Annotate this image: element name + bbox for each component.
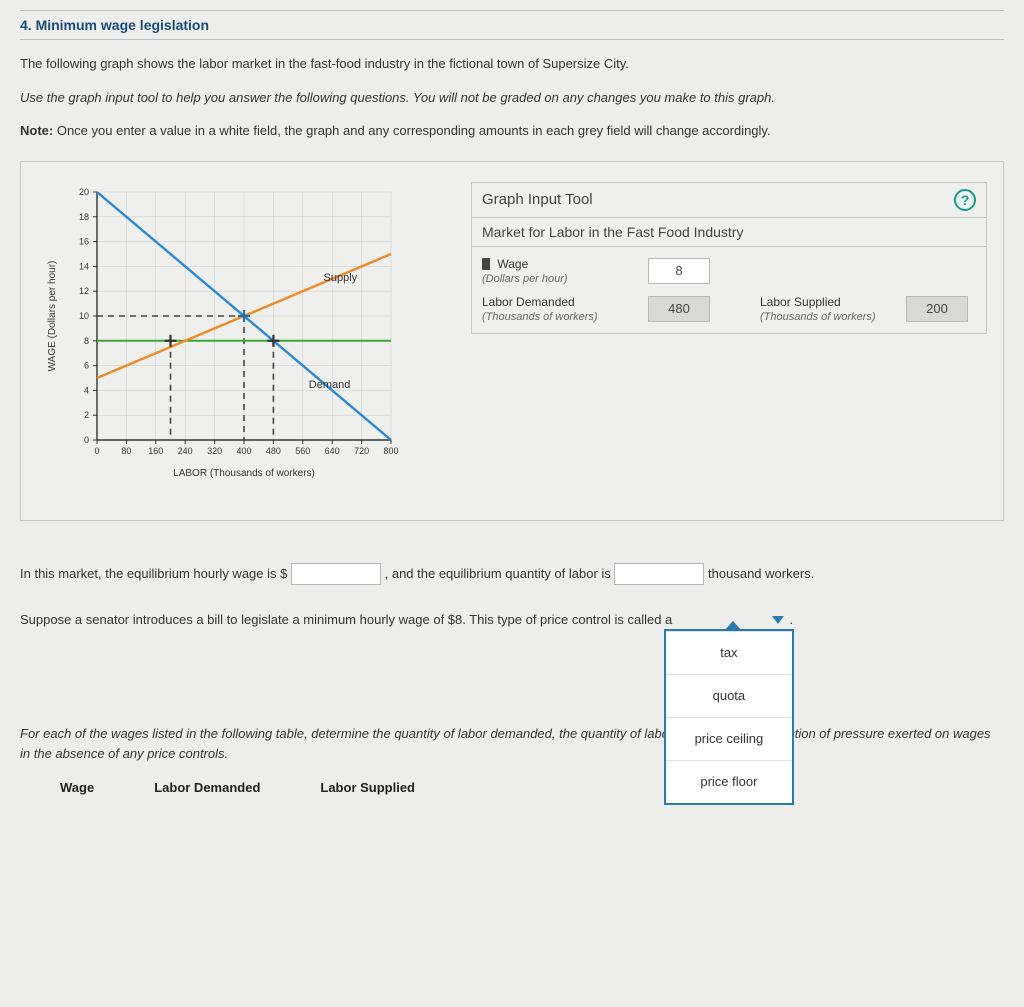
svg-text:20: 20 <box>79 187 89 197</box>
svg-text:10: 10 <box>79 311 89 321</box>
tool-area: 0 80 160 240 320 400 480 560 640 720 800 0 2 4 6 8 10 12 1… <box>20 161 1004 521</box>
q3-a: For each of the wages listed in the foll… <box>20 726 669 741</box>
supplied-label-main: Labor Supplied <box>760 295 841 309</box>
svg-text:720: 720 <box>354 446 369 456</box>
note-text: Note: Once you enter a value in a white … <box>20 121 1004 141</box>
svg-text:0: 0 <box>84 435 89 445</box>
input-tool-subheader: Market for Labor in the Fast Food Indust… <box>472 217 986 247</box>
svg-text:160: 160 <box>148 446 163 456</box>
svg-text:WAGE (Dollars per hour): WAGE (Dollars per hour) <box>47 260 58 371</box>
q2-sentence: Suppose a senator introduces a bill to l… <box>20 607 1004 634</box>
col-supplied: Labor Supplied <box>320 775 415 801</box>
q1-b: , and the equilibrium quantity of labor … <box>385 566 615 581</box>
svg-text:400: 400 <box>236 446 251 456</box>
input-column: Graph Input Tool ? Market for Labor in t… <box>471 182 987 500</box>
note-rest: Once you enter a value in a white field,… <box>53 123 770 138</box>
instruction-text: Use the graph input tool to help you ans… <box>20 88 1004 108</box>
svg-text:12: 12 <box>79 286 89 296</box>
dropdown-arrow-icon <box>724 621 742 631</box>
dropdown-option-price-ceiling[interactable]: price ceiling <box>666 717 792 760</box>
wage-swatch-icon <box>482 258 490 270</box>
graph-input-tool: Graph Input Tool ? Market for Labor in t… <box>471 182 987 334</box>
wage-input[interactable]: 8 <box>648 258 710 284</box>
q1-c: thousand workers. <box>708 566 814 581</box>
wage-label-sub: (Dollars per hour) <box>482 273 568 285</box>
input-tool-body: Wage (Dollars per hour) 8 Labor Demanded… <box>472 247 986 333</box>
demanded-label: Labor Demanded (Thousands of workers) <box>482 295 642 323</box>
chart-column: 0 80 160 240 320 400 480 560 640 720 800 0 2 4 6 8 10 12 1… <box>41 182 441 500</box>
q2-period: . <box>790 612 794 627</box>
supplied-label-sub: (Thousands of workers) <box>760 311 876 323</box>
svg-text:480: 480 <box>266 446 281 456</box>
demanded-output: 480 <box>648 296 710 322</box>
eq-qty-input[interactable] <box>614 563 704 585</box>
demanded-label-sub: (Thousands of workers) <box>482 311 598 323</box>
dropdown-menu: tax quota price ceiling price floor <box>664 629 794 805</box>
svg-text:18: 18 <box>79 211 89 221</box>
svg-text:8: 8 <box>84 335 89 345</box>
intro-text: The following graph shows the labor mark… <box>20 54 1004 74</box>
svg-text:800: 800 <box>383 446 398 456</box>
svg-text:0: 0 <box>94 446 99 456</box>
labor-market-chart[interactable]: 0 80 160 240 320 400 480 560 640 720 800 0 2 4 6 8 10 12 1… <box>41 182 401 482</box>
q2-text: Suppose a senator introduces a bill to l… <box>20 612 676 627</box>
dropdown-option-quota[interactable]: quota <box>666 674 792 717</box>
question-area: In this market, the equilibrium hourly w… <box>20 561 1004 802</box>
svg-text:560: 560 <box>295 446 310 456</box>
page-root: 4. Minimum wage legislation The followin… <box>0 0 1024 801</box>
table-header-row: Wage Labor Demanded Labor Supplied <box>20 775 1004 801</box>
help-icon[interactable]: ? <box>954 189 976 211</box>
input-tool-header: Graph Input Tool ? <box>472 183 986 217</box>
dropdown-option-tax[interactable]: tax <box>666 631 792 674</box>
eq-wage-input[interactable] <box>291 563 381 585</box>
chevron-down-icon <box>772 616 784 624</box>
q3-intro: For each of the wages listed in the foll… <box>20 724 1004 766</box>
supplied-label: Labor Supplied (Thousands of workers) <box>760 295 900 323</box>
svg-text:6: 6 <box>84 360 89 370</box>
wage-label: Wage (Dollars per hour) <box>482 257 642 285</box>
svg-text:640: 640 <box>325 446 340 456</box>
q1-a: In this market, the equilibrium hourly w… <box>20 566 280 581</box>
svg-text:16: 16 <box>79 236 89 246</box>
dropdown-option-price-floor[interactable]: price floor <box>666 760 792 803</box>
svg-text:2: 2 <box>84 410 89 420</box>
svg-text:Demand: Demand <box>309 379 351 391</box>
demanded-label-main: Labor Demanded <box>482 295 575 309</box>
q1-sentence: In this market, the equilibrium hourly w… <box>20 561 1004 587</box>
col-wage: Wage <box>60 775 94 801</box>
svg-text:80: 80 <box>121 446 131 456</box>
supplied-output: 200 <box>906 296 968 322</box>
q1-dollar: $ <box>280 566 287 581</box>
svg-text:14: 14 <box>79 261 89 271</box>
svg-text:LABOR (Thousands of workers): LABOR (Thousands of workers) <box>173 468 315 479</box>
question-title: 4. Minimum wage legislation <box>20 17 209 33</box>
chart-wrap[interactable]: 0 80 160 240 320 400 480 560 640 720 800 0 2 4 6 8 10 12 1… <box>41 182 441 485</box>
svg-text:240: 240 <box>178 446 193 456</box>
note-bold: Note: <box>20 123 53 138</box>
wage-label-main: Wage <box>497 257 528 271</box>
svg-text:4: 4 <box>84 385 89 395</box>
title-bar: 4. Minimum wage legislation <box>20 10 1004 40</box>
col-demanded: Labor Demanded <box>154 775 260 801</box>
svg-text:Supply: Supply <box>324 272 358 284</box>
price-control-dropdown[interactable]: tax quota price ceiling price floor <box>676 607 786 634</box>
svg-text:320: 320 <box>207 446 222 456</box>
input-tool-title: Graph Input Tool <box>482 191 593 208</box>
